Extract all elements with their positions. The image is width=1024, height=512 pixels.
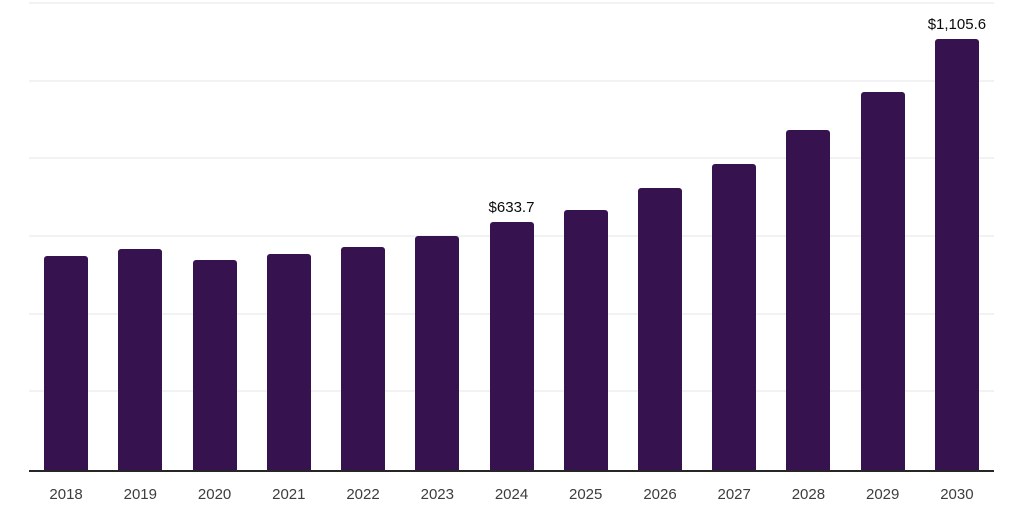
bar-value-label-2030: $1,105.6 <box>927 15 987 33</box>
x-tick-label-2020: 2020 <box>197 486 232 503</box>
x-tick-label-2026: 2026 <box>643 486 677 503</box>
bar-2018 <box>44 255 89 470</box>
x-tick-label-2027: 2027 <box>717 486 751 503</box>
x-tick-label-2029: 2029 <box>866 486 900 503</box>
x-tick-label-2023: 2023 <box>420 486 454 503</box>
x-tick-label-2022: 2022 <box>346 486 380 503</box>
bar-2019 <box>118 248 163 470</box>
x-tick-label-2021: 2021 <box>272 486 306 503</box>
x-axis-line <box>29 470 994 472</box>
bar-2022 <box>341 246 385 470</box>
x-tick-label-2018: 2018 <box>49 486 83 503</box>
x-tick-label-2024: 2024 <box>494 486 529 503</box>
gridline-800 <box>29 157 994 159</box>
bar-2029 <box>860 92 905 470</box>
bar-2021 <box>266 253 311 470</box>
bar-2026 <box>638 187 682 470</box>
bar-value-label-2024: $633.7 <box>488 198 535 216</box>
bar-2023 <box>415 235 460 470</box>
bar-2030 <box>934 38 979 470</box>
bar-2025 <box>563 209 608 470</box>
bar-2020 <box>192 259 237 470</box>
bar-2028 <box>786 130 831 470</box>
x-tick-label-2019: 2019 <box>123 486 157 503</box>
x-tick-label-2030: 2030 <box>940 486 974 503</box>
bar-2027 <box>712 163 757 470</box>
gridline-1000 <box>29 80 994 82</box>
x-tick-label-2028: 2028 <box>791 486 826 503</box>
bar-2024 <box>489 221 534 470</box>
x-tick-label-2025: 2025 <box>569 486 603 503</box>
gridline-1200 <box>29 2 994 4</box>
